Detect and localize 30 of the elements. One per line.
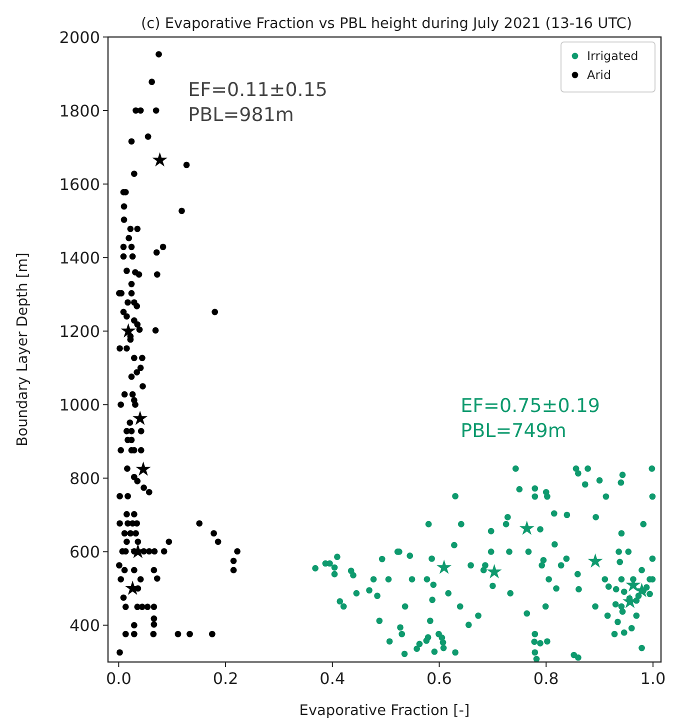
- point: [152, 152, 168, 167]
- y-tick-label: 1600: [59, 175, 100, 194]
- point: [136, 461, 151, 476]
- point: [486, 564, 502, 578]
- y-tick-label: 800: [69, 469, 100, 488]
- y-tick-label: 1000: [59, 396, 100, 415]
- point: [588, 553, 603, 568]
- x-tick-label: 0.6: [426, 669, 452, 688]
- point: [132, 410, 148, 426]
- x-tick-label: 1.0: [640, 669, 666, 688]
- chart-title: (c) Evaporative Fraction vs PBL height during July 2021 (13-16 UTC): [140, 16, 632, 32]
- x-tick-label: 0.4: [320, 669, 346, 688]
- legend-label: Irrigated: [587, 49, 638, 63]
- y-tick-label: 400: [69, 616, 100, 636]
- point: [436, 560, 452, 574]
- point: [519, 520, 534, 535]
- x-tick-label: 0.0: [106, 669, 132, 688]
- x-tick-label: 0.2: [212, 669, 238, 688]
- y-tick-label: 1400: [59, 248, 100, 268]
- x-tick-label: 0.8: [533, 669, 559, 688]
- annotation: EF=0.11±0.15 PBL=981m: [188, 78, 328, 126]
- y-tick-label: 600: [69, 542, 100, 562]
- point: [120, 323, 136, 338]
- legend-label: Arid: [587, 68, 612, 82]
- y-axis-title: Boundary Layer Depth [m]: [15, 252, 31, 446]
- y-tick-label: 2000: [59, 28, 100, 47]
- annotation: EF=0.75±0.19 PBL=749m: [460, 395, 600, 442]
- x-axis-title: Evaporative Fraction [-]: [299, 703, 470, 719]
- y-tick-label: 1800: [59, 102, 100, 121]
- y-tick-label: 1200: [59, 322, 100, 342]
